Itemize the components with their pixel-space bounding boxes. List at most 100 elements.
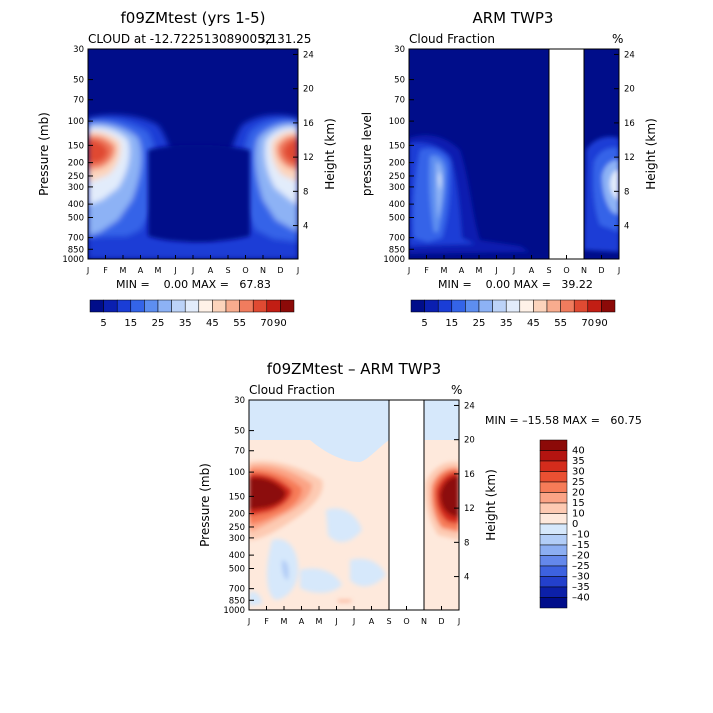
pressure-tick-label: 400 <box>68 200 84 210</box>
month-tick-label: F <box>264 617 269 626</box>
panel-title: ARM TWP3 <box>473 9 554 27</box>
month-tick-label: J <box>617 266 620 275</box>
pressure-tick-label: 200 <box>389 159 405 169</box>
month-tick-label: J <box>173 266 176 275</box>
colorbar-swatch <box>492 299 507 313</box>
panel-subtitle-left: Cloud Fraction <box>249 383 335 397</box>
pressure-tick-label: 70 <box>234 447 245 457</box>
height-tick-label: 20 <box>303 85 314 95</box>
colorbar-swatch <box>130 299 145 313</box>
colorbar-swatch <box>505 299 521 313</box>
colorbar-label: 25 <box>473 318 486 329</box>
month-tick-label: M <box>316 617 323 626</box>
colorbar-swatch <box>212 299 227 313</box>
pressure-tick-label: 250 <box>229 523 245 533</box>
colorbar-swatch <box>573 299 589 313</box>
colorbar-swatch <box>225 299 240 313</box>
height-tick-label: 12 <box>303 153 314 163</box>
colorbar-label: 25 <box>152 318 165 329</box>
pressure-tick-label: 300 <box>229 534 245 544</box>
height-axis: 4 8 12 16 20 24 <box>454 401 475 583</box>
missing-data-band <box>549 49 584 259</box>
month-tick-label: M <box>441 266 448 275</box>
month-tick-label: S <box>225 266 230 275</box>
month-tick-label: N <box>581 266 587 275</box>
colorbar-swatch <box>539 492 568 504</box>
colorbar-swatch <box>252 299 268 313</box>
colorbar-swatch <box>103 299 118 313</box>
pressure-tick-label: 1000 <box>223 606 245 616</box>
pressure-tick-label: 100 <box>68 117 84 127</box>
pressure-tick-label: 850 <box>229 596 245 606</box>
height-tick-label: 8 <box>303 187 308 197</box>
colorbar-label: 25 <box>572 477 585 488</box>
colorbar-swatch <box>519 299 534 313</box>
colorbar-swatch <box>171 299 186 313</box>
month-tick-label: D <box>438 617 444 626</box>
month-tick-label: J <box>86 266 89 275</box>
height-tick-label: 20 <box>624 85 635 95</box>
colorbar-label: 55 <box>554 318 567 329</box>
colorbar-label: 15 <box>572 498 585 509</box>
min-max-text: MIN = 0.00 MAX = 67.83 <box>116 278 271 291</box>
colorbar-swatch <box>539 534 568 546</box>
colorbar-label: 90 <box>274 318 287 329</box>
colorbar-label: 45 <box>527 318 540 329</box>
contour-field <box>88 49 298 259</box>
colorbar-label: –25 <box>572 561 590 572</box>
month-tick-label: A <box>529 266 535 275</box>
colorbar-swatch <box>266 299 281 313</box>
colorbar-swatch <box>546 299 561 313</box>
colorbar-swatch <box>157 299 172 313</box>
colorbar-swatch <box>539 502 568 514</box>
colorbar-swatch <box>539 450 568 462</box>
month-tick-label: J <box>407 266 410 275</box>
month-tick-label: D <box>277 266 283 275</box>
month-tick-label: A <box>208 266 214 275</box>
colorbar: 5 15 25 35 45 55 70 90 <box>410 299 616 329</box>
height-tick-label: 4 <box>464 573 469 583</box>
month-tick-label: O <box>403 617 409 626</box>
colorbar-swatch <box>539 439 568 451</box>
colorbar-swatch <box>424 299 439 313</box>
colorbar-swatch <box>539 576 568 588</box>
month-tick-label: J <box>494 266 497 275</box>
pressure-tick-label: 200 <box>229 510 245 520</box>
month-tick-label: D <box>598 266 604 275</box>
y-axis-label-right: Height (km) <box>484 469 498 540</box>
pressure-tick-label: 700 <box>229 585 245 595</box>
month-tick-label: N <box>260 266 266 275</box>
panel-model: f09ZMtest (yrs 1-5) CLOUD at -12.7225130… <box>37 9 337 329</box>
colorbar-label: 15 <box>124 318 137 329</box>
pressure-tick-label: 150 <box>389 141 405 151</box>
min-max-text: MIN = 0.00 MAX = 39.22 <box>438 278 593 291</box>
colorbar-label: 0 <box>572 519 578 530</box>
colorbar-label: –15 <box>572 540 590 551</box>
colorbar-label: –35 <box>572 582 590 593</box>
height-tick-label: 12 <box>464 504 475 514</box>
height-axis: 4 8 12 16 20 24 <box>614 50 635 232</box>
colorbar-label: 90 <box>595 318 608 329</box>
pressure-tick-label: 500 <box>389 213 405 223</box>
height-tick-label: 4 <box>303 222 308 232</box>
month-tick-label: J <box>512 266 515 275</box>
pressure-tick-label: 70 <box>394 96 405 106</box>
colorbar-label: –20 <box>572 551 590 562</box>
month-tick-label: J <box>352 617 355 626</box>
pressure-tick-label: 150 <box>229 492 245 502</box>
pressure-tick-label: 850 <box>68 245 84 255</box>
month-tick-label: A <box>299 617 305 626</box>
month-tick-label: M <box>281 617 288 626</box>
pressure-tick-label: 50 <box>394 76 405 86</box>
colorbar-swatch <box>539 523 568 535</box>
colorbar-swatch <box>451 299 466 313</box>
month-tick-label: N <box>421 617 427 626</box>
height-tick-label: 16 <box>464 470 475 480</box>
colorbar-label: 35 <box>500 318 513 329</box>
pressure-tick-label: 250 <box>389 172 405 182</box>
height-tick-label: 16 <box>303 119 314 129</box>
